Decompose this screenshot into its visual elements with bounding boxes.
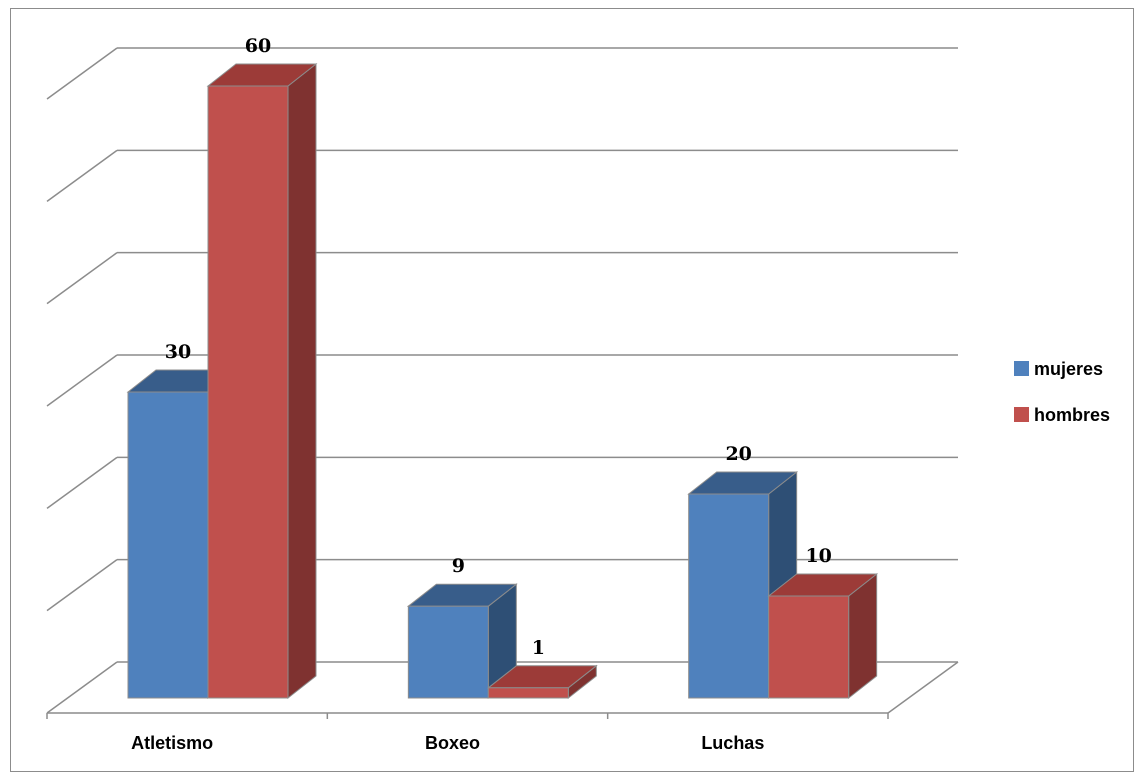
category-label-Boxeo: Boxeo [425,733,480,753]
data-label-hombres-Luchas: 10 [805,545,831,567]
bar-hombres-Atletismo [207,85,289,699]
side-wall-gridline [46,559,118,612]
bar-mujeres-Boxeo [407,605,489,699]
bar-hombres-Luchas [768,595,850,699]
data-label-mujeres-Luchas: 20 [725,443,751,465]
legend-swatch-mujeres [1014,361,1029,376]
category-label-Atletismo: Atletismo [131,733,213,753]
bar-mujeres-Atletismo [127,391,209,699]
data-labels-group: 30 60 9 1 20 10 [165,35,832,659]
bar-hombres-Boxeo [487,687,569,699]
bar-series-group [126,62,879,700]
data-label-hombres-Boxeo: 1 [532,637,545,659]
side-wall-gridline [46,149,118,202]
side-wall-gridline [46,252,118,305]
bar-mujeres-Luchas [688,493,770,699]
legend-label-hombres: hombres [1034,405,1110,425]
data-label-mujeres-Atletismo: 30 [165,341,191,363]
side-wall-gridline [46,47,118,100]
legend: mujeres hombres [1014,359,1110,425]
bar-side-hombres-Atletismo [287,62,317,700]
side-wall-gridline [46,354,118,407]
legend-label-mujeres: mujeres [1034,359,1103,379]
category-label-Luchas: Luchas [701,733,764,753]
side-wall-gridline [46,456,118,509]
legend-swatch-hombres [1014,407,1029,422]
side-wall-gridline [46,661,118,714]
floor-right-edge [887,661,959,714]
category-axis-labels: Atletismo Boxeo Luchas [131,733,764,753]
data-label-hombres-Atletismo: 60 [245,35,271,57]
data-label-mujeres-Boxeo: 9 [452,555,465,577]
